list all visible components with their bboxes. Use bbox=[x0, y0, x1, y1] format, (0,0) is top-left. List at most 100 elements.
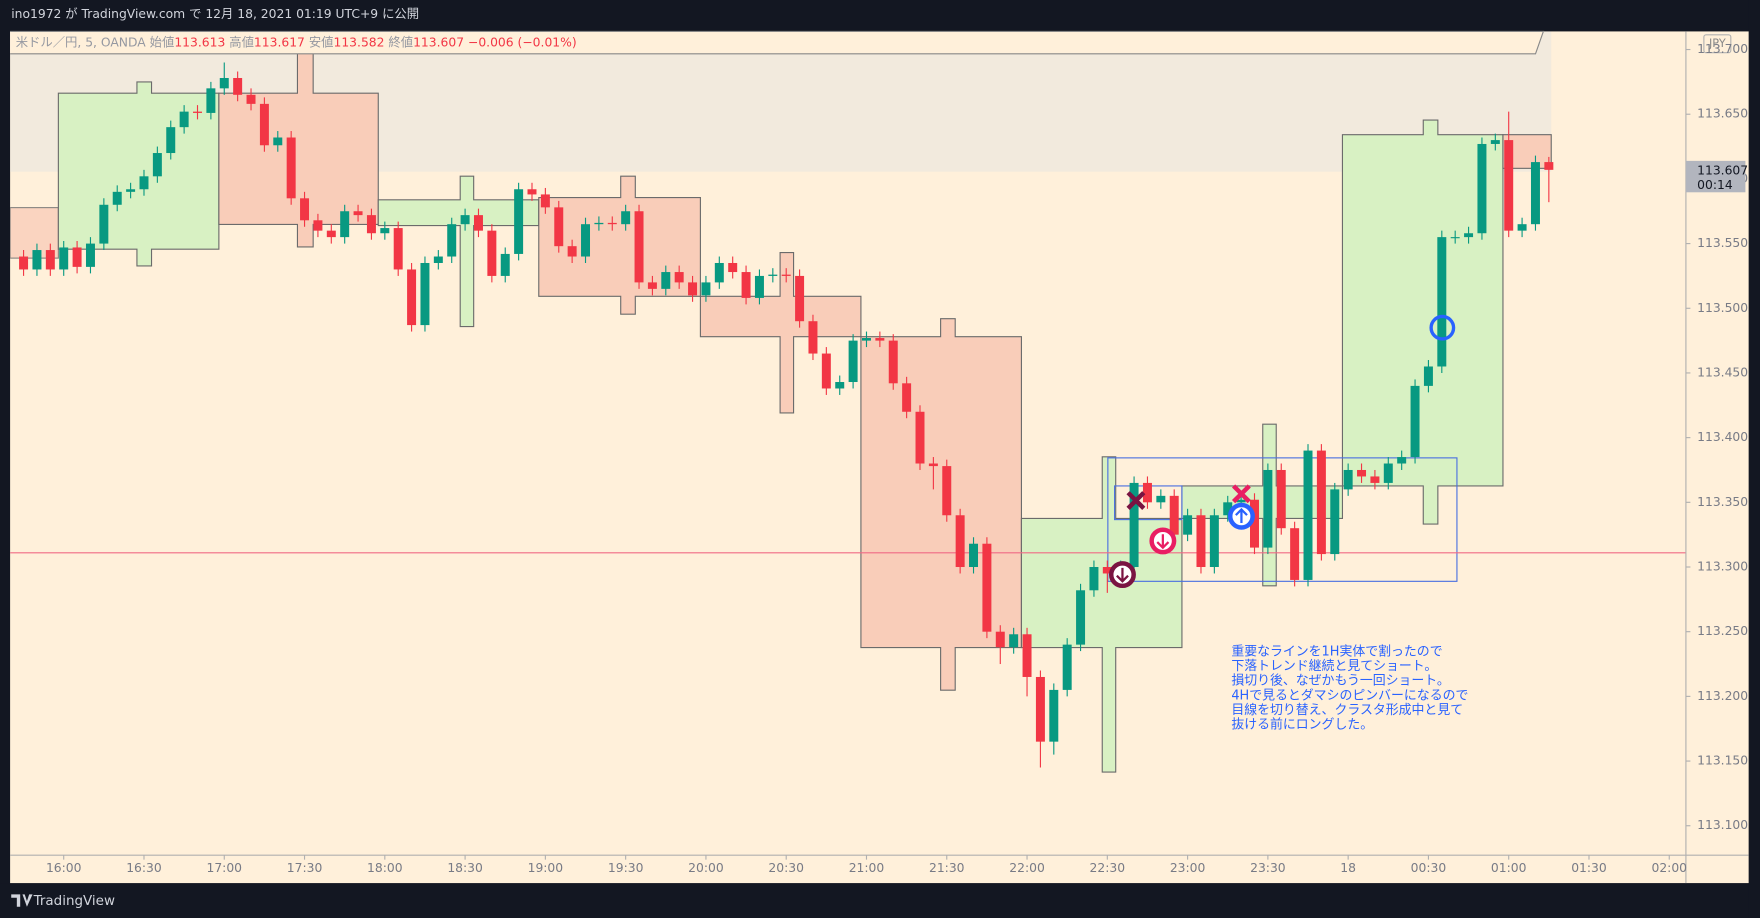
candle-body bbox=[768, 274, 778, 276]
arrow bbox=[1116, 567, 1129, 583]
annotation-line: 目線を切り替え、クラスタ形成中と見て bbox=[1231, 702, 1463, 718]
candle-body bbox=[554, 207, 564, 247]
x-tick-label: 17:30 bbox=[287, 861, 323, 875]
candle-body bbox=[166, 127, 176, 154]
candle-body bbox=[1464, 233, 1474, 238]
entry-marker bbox=[1429, 314, 1456, 341]
candle-body bbox=[139, 176, 149, 190]
candle-body bbox=[634, 211, 644, 283]
candle-body bbox=[754, 275, 764, 298]
candle-body bbox=[567, 246, 577, 257]
candle-body bbox=[1504, 140, 1514, 231]
candle-body bbox=[233, 77, 243, 95]
candle-body bbox=[353, 211, 363, 216]
candle-body bbox=[861, 338, 871, 341]
annotation-line: 下落トレンド継続と見てショート。 bbox=[1231, 659, 1437, 674]
arrow bbox=[1156, 534, 1170, 550]
annotation-line: 抜ける前にロングした。 bbox=[1231, 716, 1373, 732]
candle-body bbox=[1490, 140, 1500, 144]
countdown: 00:14 bbox=[1697, 178, 1733, 192]
y-tick-label: 113.550 bbox=[1697, 236, 1748, 250]
candle-body bbox=[1397, 457, 1407, 464]
candle-body bbox=[407, 269, 417, 326]
candle-body bbox=[433, 256, 443, 263]
candle-body bbox=[326, 230, 336, 238]
y-tick-label: 113.400 bbox=[1697, 430, 1748, 444]
candle-body bbox=[995, 631, 1005, 648]
x-tick-label: 18 bbox=[1340, 861, 1356, 875]
x-tick-label: 17:00 bbox=[206, 861, 242, 875]
candle-body bbox=[969, 543, 979, 568]
range-box bbox=[1107, 457, 1458, 582]
annotation-line: 損切り後、なぜかもう一回ショート。 bbox=[1231, 674, 1450, 689]
exit-marker bbox=[1126, 491, 1146, 510]
candle-body bbox=[286, 137, 296, 199]
candle-body bbox=[45, 250, 55, 270]
candle-body bbox=[193, 111, 202, 113]
currency-badge bbox=[1703, 34, 1732, 54]
block bbox=[57, 81, 220, 267]
candle-body bbox=[540, 194, 550, 208]
price-label: 113.607 bbox=[1697, 163, 1748, 177]
candle-body bbox=[728, 262, 738, 273]
candle-body bbox=[1276, 469, 1286, 529]
candle-body bbox=[1009, 634, 1019, 648]
candle-body bbox=[1196, 515, 1206, 568]
footer-bar bbox=[0, 883, 1760, 918]
candle-body bbox=[1263, 469, 1273, 548]
candle-body bbox=[1357, 469, 1367, 477]
x-tick-label: 22:00 bbox=[1009, 861, 1045, 875]
candle-body bbox=[1370, 476, 1380, 483]
exit-marker bbox=[1231, 484, 1251, 504]
arrow bbox=[1235, 507, 1248, 523]
candle-body bbox=[447, 224, 457, 257]
candle-body bbox=[955, 515, 965, 568]
candle-body bbox=[795, 275, 805, 322]
candle-body bbox=[500, 253, 510, 276]
candle-body bbox=[1089, 567, 1099, 591]
x-tick-label: 21:00 bbox=[849, 861, 885, 875]
candle-body bbox=[1035, 676, 1045, 742]
candle-body bbox=[1517, 224, 1527, 231]
candle-body bbox=[1530, 162, 1540, 225]
currency: JPY bbox=[1708, 37, 1726, 50]
x-tick-label: 21:30 bbox=[929, 861, 965, 875]
candle-body bbox=[219, 77, 229, 89]
legend-value: 113.613 bbox=[174, 35, 225, 49]
candle-body bbox=[340, 211, 350, 238]
axes: 113.100 113.150 113.200 113.250 113.300 113.3… bbox=[46, 42, 1748, 875]
logo bbox=[11, 894, 33, 907]
candle-body bbox=[1022, 634, 1032, 677]
candle-body bbox=[915, 411, 925, 464]
candle-body bbox=[888, 340, 898, 384]
candle-body bbox=[366, 215, 376, 234]
candle-body bbox=[273, 137, 283, 146]
candle-body bbox=[112, 191, 122, 205]
annotation: 重要なラインを1H実体で割ったので下落トレンド継続と見てショート。損切り後、なぜ… bbox=[1231, 644, 1468, 733]
candle-body bbox=[1290, 528, 1300, 580]
candle-body bbox=[594, 222, 604, 225]
x-tick-label: 20:30 bbox=[768, 861, 804, 875]
legend-label: 終値 bbox=[388, 34, 413, 49]
legend-value: 113.617 bbox=[254, 35, 305, 49]
candle-body bbox=[982, 543, 992, 632]
candle-body bbox=[1423, 366, 1433, 386]
x-tick-label: 19:30 bbox=[608, 861, 644, 875]
annotation-line: 重要なラインを1H実体で割ったので bbox=[1231, 644, 1442, 660]
candle-body bbox=[473, 215, 483, 231]
candle-body bbox=[928, 463, 938, 467]
candle-body bbox=[835, 382, 845, 389]
x-tick-label: 16:30 bbox=[126, 861, 162, 875]
candle-body bbox=[1383, 463, 1393, 483]
block bbox=[1020, 456, 1183, 773]
candle-body bbox=[621, 211, 631, 225]
x-tick-label: 18:00 bbox=[367, 861, 403, 875]
x-tick-label: 01:30 bbox=[1571, 861, 1607, 875]
candle-body bbox=[514, 189, 524, 254]
candle-body bbox=[942, 466, 952, 516]
x-tick-label: 23:00 bbox=[1170, 861, 1206, 875]
x-tick-label: 00:30 bbox=[1411, 861, 1447, 875]
x-tick-label: 20:00 bbox=[688, 861, 724, 875]
candle-body bbox=[393, 228, 403, 270]
candle-body bbox=[875, 338, 885, 341]
